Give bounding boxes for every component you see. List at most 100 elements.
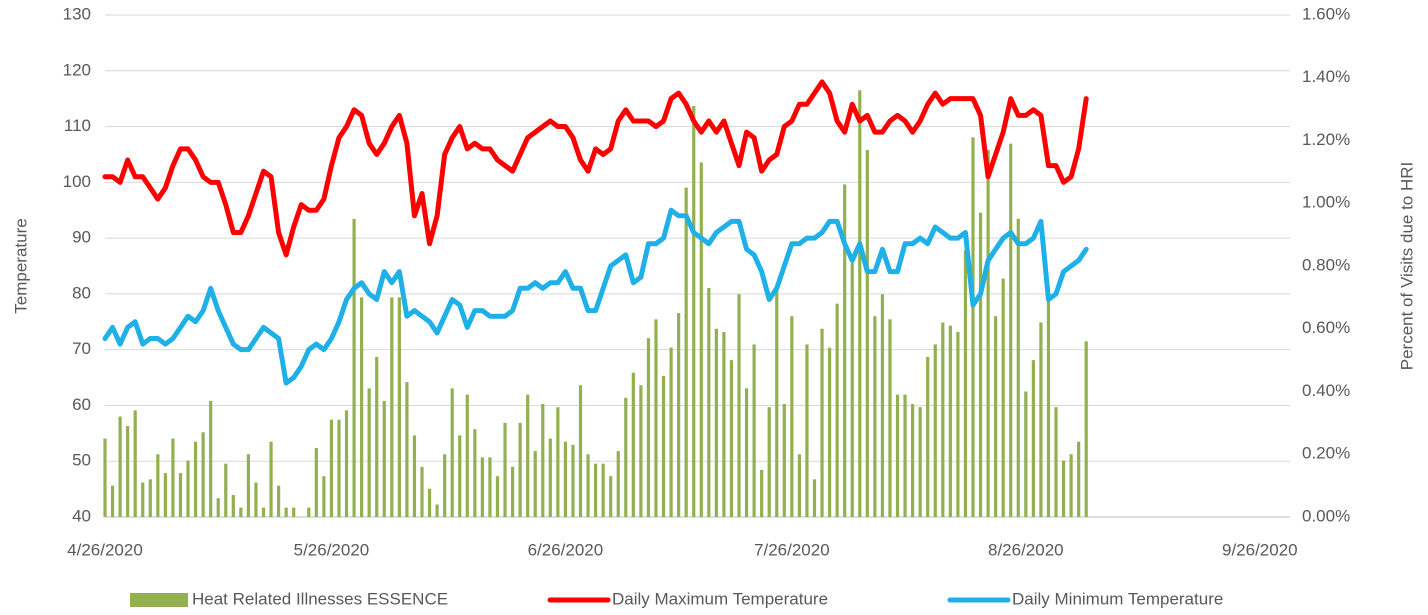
y2-tick-label: 1.00% (1302, 193, 1350, 212)
bar (1061, 460, 1066, 517)
y-tick-label: 90 (72, 228, 91, 247)
bar (533, 451, 537, 517)
bar (254, 482, 258, 517)
bar (110, 485, 115, 517)
bar (118, 416, 122, 517)
bar (382, 400, 386, 517)
y2-tick-label: 1.40% (1302, 67, 1350, 86)
bar (835, 303, 839, 517)
bar (269, 441, 273, 517)
bar (503, 422, 507, 517)
bar (163, 473, 167, 517)
bar (322, 476, 326, 517)
bar (284, 507, 288, 517)
bar (231, 495, 235, 517)
legend-label: Heat Related Illnesses ESSENCE (192, 589, 448, 608)
bar (812, 479, 817, 517)
bar (1001, 278, 1005, 517)
bar (276, 485, 281, 517)
bar (171, 438, 175, 517)
bar (420, 466, 424, 517)
bar (858, 90, 862, 518)
bar (752, 344, 756, 517)
y2-axis-title: Percent of Visits due to HRI (1397, 162, 1416, 371)
bar (865, 149, 869, 517)
line (102, 207, 1089, 386)
y-tick-label: 60 (72, 395, 91, 414)
y-tick-label: 120 (63, 60, 91, 79)
bar (797, 454, 801, 517)
bar (948, 325, 952, 517)
bar (933, 344, 937, 517)
bar (843, 184, 847, 518)
x-tick-label: 8/26/2020 (988, 540, 1064, 559)
bar (224, 463, 228, 517)
y-axis-title: Temperature (11, 218, 30, 313)
y2-tick-label: 1.60% (1302, 4, 1350, 23)
legend-label: Daily Minimum Temperature (1012, 589, 1223, 608)
bar (541, 404, 545, 517)
y2-tick-label: 0.40% (1302, 381, 1350, 400)
bar (548, 438, 552, 517)
bar (390, 297, 394, 517)
y2-tick-label: 0.20% (1302, 444, 1350, 463)
bar (699, 162, 703, 517)
bar (578, 385, 583, 517)
bar (903, 394, 907, 517)
bar (1084, 341, 1088, 517)
bar (1054, 407, 1058, 517)
bar (707, 287, 711, 517)
bar (820, 328, 824, 517)
bar (827, 347, 832, 517)
bar (744, 388, 749, 517)
y2-tick-label: 0.00% (1302, 506, 1350, 525)
bar (526, 394, 530, 517)
bar (518, 422, 522, 517)
bar (103, 438, 107, 517)
bar (216, 498, 220, 517)
legend-swatch (130, 593, 188, 607)
bar (941, 322, 945, 517)
y-tick-label: 50 (72, 451, 91, 470)
bar (601, 463, 605, 517)
bar (375, 356, 379, 517)
bar (782, 404, 786, 517)
bar (209, 400, 213, 517)
bar (367, 388, 371, 517)
bar (352, 218, 356, 517)
y-tick-label: 40 (72, 506, 91, 525)
bar (1016, 218, 1020, 517)
bar (594, 463, 598, 517)
bar (148, 479, 152, 517)
y2-tick-label: 0.60% (1302, 318, 1350, 337)
bar (329, 419, 334, 517)
bar (1009, 143, 1013, 517)
bar (397, 297, 401, 517)
bar (563, 441, 568, 517)
bar (722, 331, 726, 517)
bar (337, 419, 341, 517)
bar (692, 105, 696, 518)
bar (1069, 454, 1073, 517)
bar (609, 476, 613, 517)
bar (963, 250, 968, 517)
bar (314, 447, 318, 517)
bar (926, 356, 930, 517)
bar (1024, 391, 1028, 517)
bar (918, 407, 922, 517)
bar (631, 372, 635, 517)
y-tick-label: 70 (72, 339, 91, 358)
bar (495, 476, 500, 517)
bar (850, 262, 854, 517)
bar (141, 482, 145, 517)
bar (737, 294, 741, 517)
bar (790, 316, 794, 517)
bar (510, 466, 515, 517)
bar (458, 435, 462, 517)
bar (1077, 441, 1081, 517)
y-tick-label: 110 (64, 116, 91, 135)
bar (888, 319, 892, 517)
bar (956, 331, 960, 517)
bar (880, 294, 885, 517)
